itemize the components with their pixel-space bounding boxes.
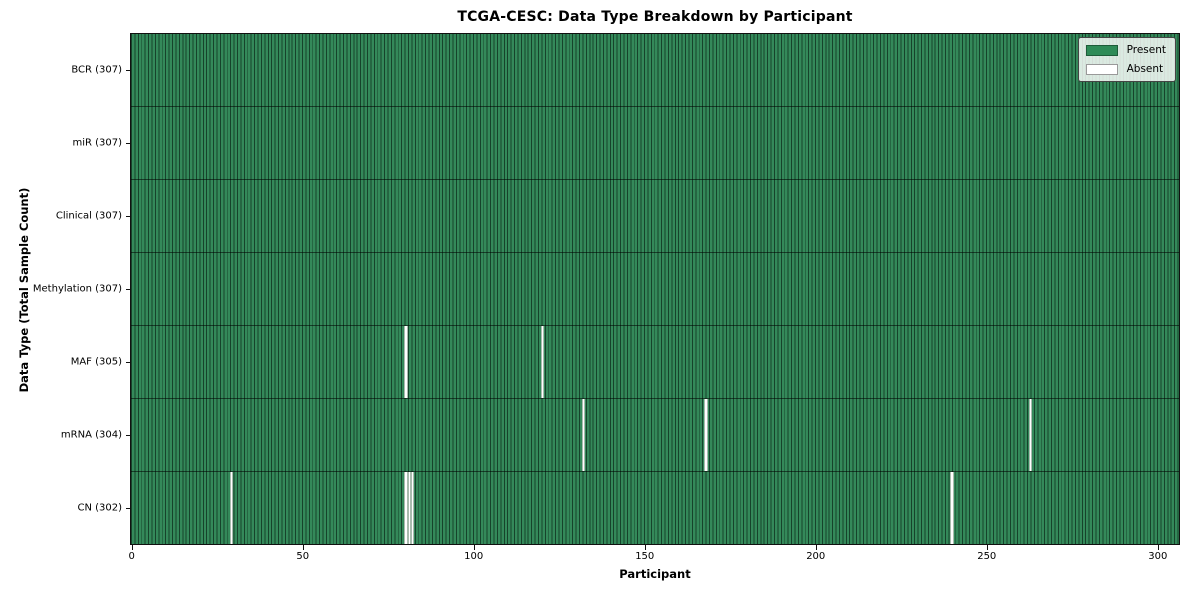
- heatmap-row: [131, 326, 1179, 399]
- absent-marker: [404, 326, 408, 398]
- legend-swatch-present: [1085, 44, 1118, 56]
- x-tick-mark: [131, 545, 133, 550]
- y-tick-mark: [126, 142, 130, 144]
- x-tick-mark: [302, 545, 304, 550]
- x-tick-mark: [1157, 545, 1159, 550]
- absent-marker: [540, 326, 545, 398]
- y-tick-label: CN (302): [77, 502, 122, 514]
- legend-item-absent: Absent: [1085, 63, 1166, 75]
- legend-swatch-absent: [1085, 63, 1118, 75]
- x-tick-mark: [815, 545, 817, 550]
- y-tick-label: mRNA (304): [60, 429, 122, 441]
- legend-label: Absent: [1126, 63, 1164, 75]
- chart-title: TCGA-CESC: Data Type Breakdown by Partic…: [457, 9, 853, 25]
- absent-marker: [581, 399, 585, 471]
- absent-marker: [410, 472, 415, 544]
- heatmap-row: [131, 253, 1179, 326]
- legend-item-present: Present: [1085, 44, 1166, 56]
- y-tick-mark: [126, 362, 130, 364]
- x-axis-label: Participant: [619, 567, 691, 581]
- legend-label: Present: [1126, 44, 1166, 56]
- x-tick-label: 200: [806, 551, 826, 562]
- legend: Present Absent: [1077, 37, 1176, 82]
- absent-marker: [404, 472, 408, 544]
- heatmap-row: [131, 472, 1179, 544]
- y-tick-mark: [126, 289, 130, 290]
- y-tick-mark: [126, 435, 130, 437]
- x-tick-label: 0: [128, 551, 135, 562]
- x-tick-mark: [644, 545, 646, 550]
- heatmap-row: [131, 34, 1179, 107]
- y-tick-label: Clinical (307): [55, 210, 122, 222]
- x-tick-mark: [986, 545, 988, 550]
- plot-area: [130, 33, 1180, 545]
- y-tick-label: miR (307): [72, 137, 122, 149]
- y-tick-mark: [126, 215, 130, 217]
- x-tick-label: 300: [1148, 551, 1168, 562]
- heatmap-row: [131, 107, 1179, 180]
- y-tick-mark: [126, 69, 130, 71]
- absent-marker: [704, 399, 708, 471]
- heatmap-row: [131, 399, 1179, 472]
- absent-marker: [1028, 399, 1033, 471]
- x-tick-label: 50: [296, 551, 310, 562]
- y-tick-label: BCR (307): [71, 64, 122, 76]
- x-tick-mark: [473, 545, 475, 550]
- x-tick-label: 150: [635, 551, 655, 562]
- heatmap-row: [131, 180, 1179, 253]
- x-tick-label: 250: [977, 551, 997, 562]
- y-tick-label: Methylation (307): [32, 283, 122, 295]
- y-tick-mark: [126, 508, 130, 510]
- absent-marker: [950, 472, 954, 544]
- absent-marker: [229, 472, 234, 544]
- absent-marker: [407, 472, 411, 544]
- y-tick-label: MAF (305): [70, 356, 122, 368]
- x-tick-label: 100: [464, 551, 484, 562]
